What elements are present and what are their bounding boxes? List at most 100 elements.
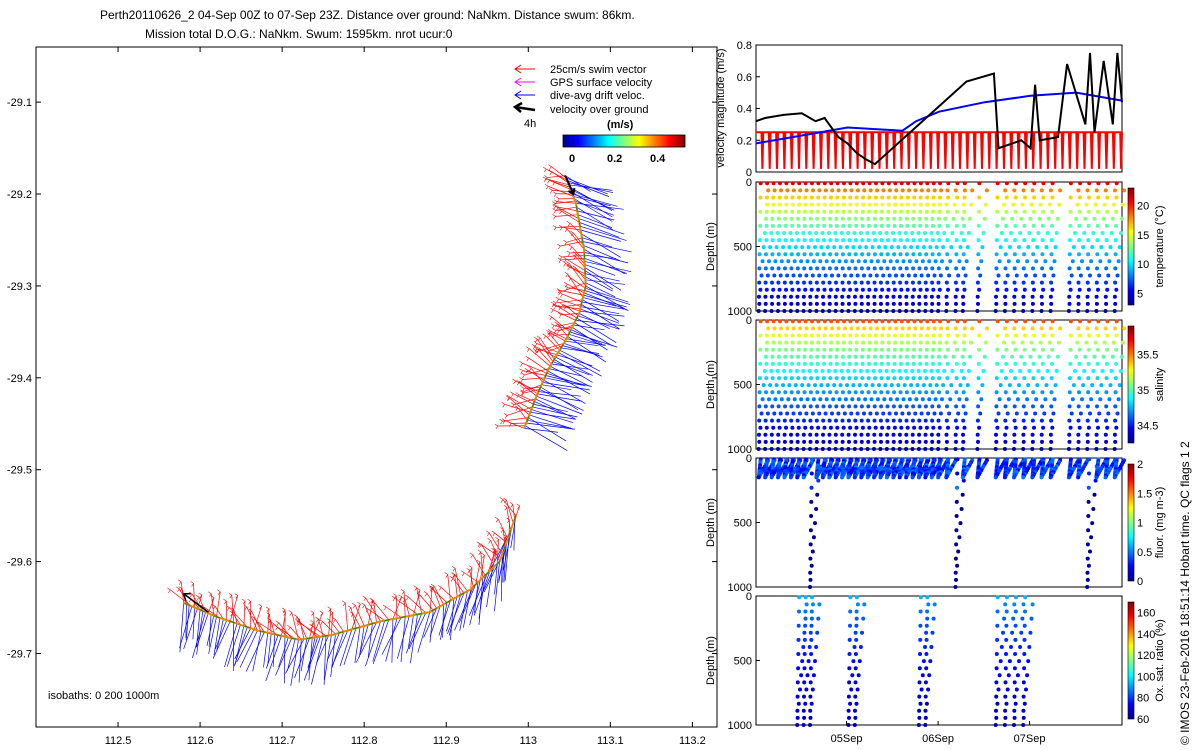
profile-point [777,195,782,200]
profile-point [885,354,890,359]
profile-point [1002,309,1007,313]
swim-vector-head [557,289,562,296]
drift-vector [234,625,245,665]
profile-point [823,273,828,278]
glider-track-overlay [183,515,517,641]
profile-point [1114,223,1118,228]
profile-point [834,404,839,409]
profile-point [1077,361,1082,366]
profile-point [828,354,832,359]
profile-point [865,309,870,313]
swim-vector-head [342,600,346,607]
profile-point [1108,245,1113,250]
profile-point [783,252,788,257]
swim-vector [575,256,586,268]
profile-point [808,432,813,437]
profile-point [983,202,988,207]
profile-point [955,563,960,568]
legend-label: velocity over ground [550,104,648,116]
profile-point [1010,216,1015,221]
colorbar-tick: 0 [569,153,575,165]
profile-point [853,630,858,635]
swim-vector-head [258,603,262,610]
profile-point [777,238,782,243]
profile-point [892,252,897,257]
profile-point [1022,223,1027,228]
profile-point [822,319,827,324]
drift-vector [226,624,241,667]
profile-point [808,390,813,395]
profile-point [833,231,838,235]
profile-point [927,397,932,402]
profile-point [923,404,928,409]
drift-vector [584,290,631,305]
profile-point [1076,404,1081,409]
profile-point [862,326,867,331]
profile-point [923,439,928,444]
profile-point [779,259,784,264]
swim-vector-head [553,191,557,197]
drift-vector [565,177,608,195]
swim-vector [492,551,497,569]
profile-point [936,216,941,221]
profile-point [891,418,896,423]
drift-vector [527,419,572,429]
profile-point [1012,309,1016,313]
profile-point [789,294,793,299]
profile-point [925,181,930,186]
profile-point [1039,418,1044,423]
profile-point [1113,252,1118,257]
profile-point [827,294,832,299]
drift-vector [526,422,575,430]
swim-vector-head [198,592,203,599]
swim-vector-head [519,368,524,374]
profile-point [948,259,953,264]
drift-vector [179,602,185,653]
profile-point [1002,447,1007,451]
profile-point [808,577,813,582]
profile-point [834,266,839,271]
profile-point [1011,202,1016,207]
profile-point [841,202,846,207]
profile-point [802,404,807,409]
drift-vector [410,614,418,664]
profile-point [1024,411,1028,416]
profile-point [1068,238,1072,243]
profile-point [975,432,980,437]
swim-vector-head [544,175,548,181]
profile-point [879,216,884,221]
profile-point [977,181,982,186]
profile-point [852,447,857,451]
profile-point [798,687,802,692]
drift-vector [536,395,583,415]
profile-point [840,280,845,285]
swim-vector [513,398,536,405]
profile-point [853,715,858,720]
profile-point [821,301,826,306]
swim-vector [481,544,496,567]
profile-point [1105,425,1110,430]
profile-point [808,556,813,561]
profile-point [961,301,966,306]
profile-point [797,195,801,200]
profile-point [1031,404,1035,409]
swim-vector-head [556,288,561,294]
profile-point [823,411,828,416]
profile-point [1067,432,1072,437]
profile-point [894,273,898,278]
profile-point [835,209,840,214]
profile-point [800,383,805,388]
profile-point [1094,326,1099,331]
profile-point [848,333,853,338]
profile-point [904,280,909,285]
profile-point [802,715,807,720]
profile-point [810,595,814,600]
profile-point [1030,188,1035,193]
swim-vector-head [491,548,495,554]
profile-point [960,354,965,359]
profile-point [764,390,768,395]
profile-point [840,266,845,271]
profile-point [915,245,920,250]
profile-point [809,609,814,614]
profile-point [951,216,956,221]
